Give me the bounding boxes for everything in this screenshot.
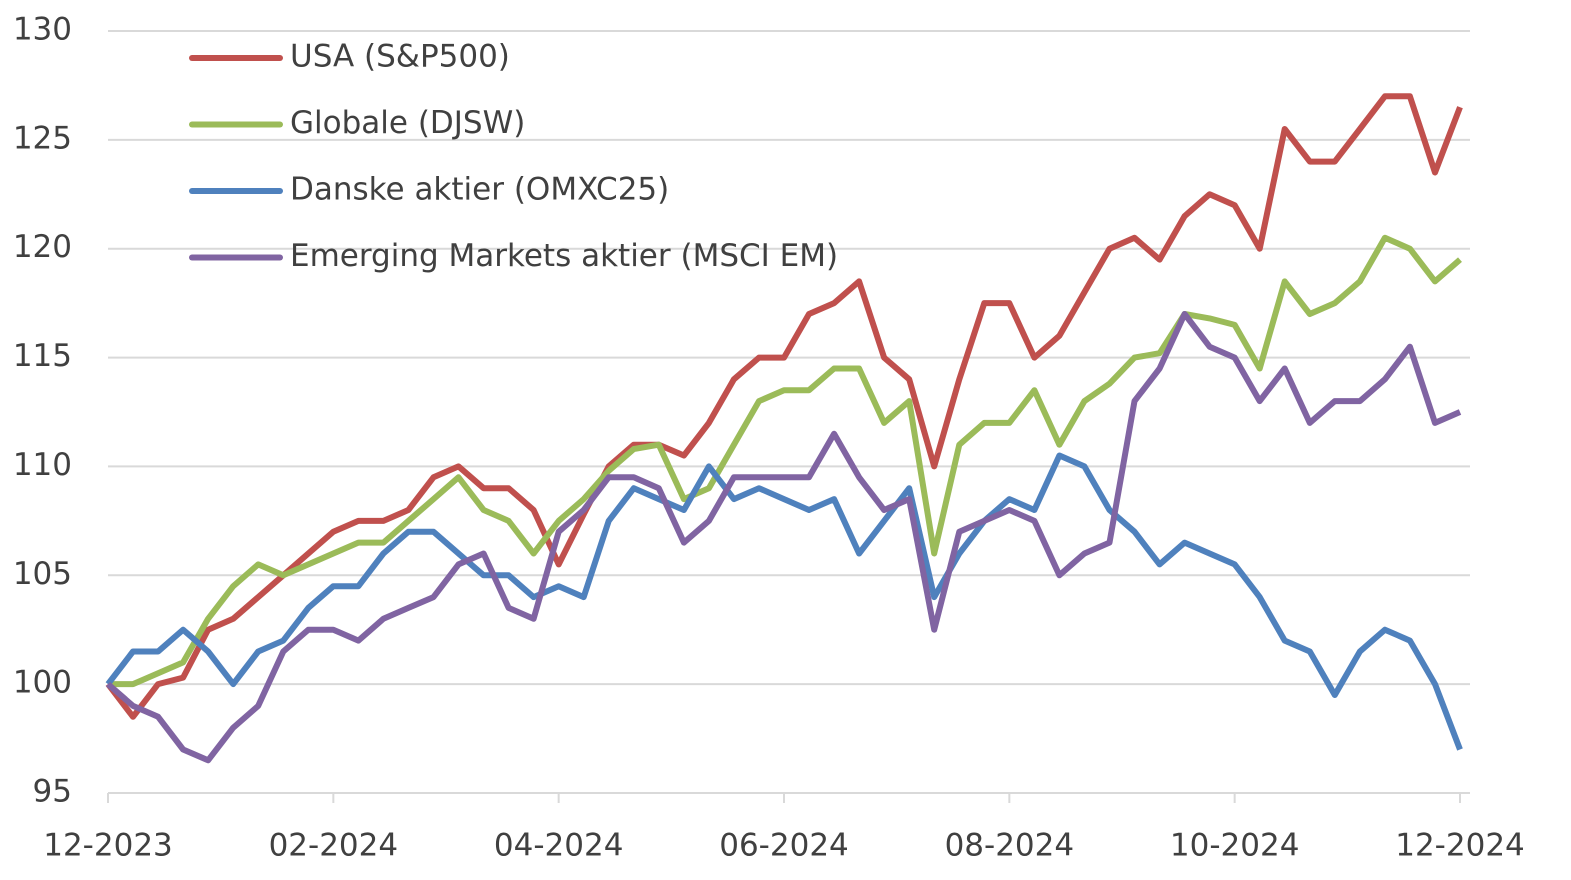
y-tick-label: 125 bbox=[13, 120, 72, 156]
series-line bbox=[105, 93, 1463, 720]
legend-label: Danske aktier (OMXC25) bbox=[290, 172, 669, 208]
legend-label: USA (S&P500) bbox=[290, 39, 510, 75]
y-tick-label: 120 bbox=[13, 229, 72, 265]
legend-label: Emerging Markets aktier (MSCI EM) bbox=[290, 238, 838, 274]
y-tick-label: 130 bbox=[13, 12, 72, 48]
x-tick-label: 12-2024 bbox=[1395, 828, 1525, 864]
y-tick-label: 95 bbox=[33, 774, 72, 810]
legend-label: Globale (DJSW) bbox=[290, 105, 525, 141]
series-line bbox=[106, 311, 1462, 764]
x-tick-label: 06-2024 bbox=[719, 828, 849, 864]
x-tick-label: 04-2024 bbox=[494, 828, 624, 864]
series-line bbox=[105, 452, 1463, 751]
x-tick-label: 02-2024 bbox=[269, 828, 399, 864]
x-tick-label: 10-2024 bbox=[1170, 828, 1300, 864]
series-line bbox=[108, 234, 1462, 688]
y-tick-label: 100 bbox=[13, 665, 72, 701]
y-tick-label: 115 bbox=[13, 338, 72, 374]
x-tick-label: 12-2023 bbox=[43, 828, 173, 864]
y-tick-label: 110 bbox=[13, 447, 72, 483]
y-tick-label: 105 bbox=[13, 556, 72, 592]
x-tick-label: 08-2024 bbox=[945, 828, 1075, 864]
